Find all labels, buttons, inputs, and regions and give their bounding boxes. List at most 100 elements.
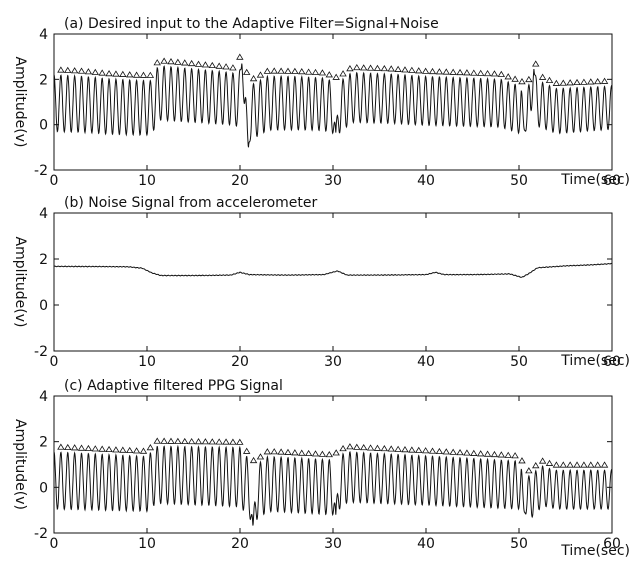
peak-marker xyxy=(373,444,382,451)
peak-marker xyxy=(70,67,79,74)
y-tick-label: -2 xyxy=(34,526,48,542)
peak-marker xyxy=(415,446,423,453)
peak-marker xyxy=(511,75,519,82)
peak-marker xyxy=(325,450,333,458)
x-tick-label: 20 xyxy=(231,173,249,189)
peak-marker xyxy=(98,69,106,76)
y-tick-label: 0 xyxy=(39,480,48,496)
peak-marker xyxy=(57,66,65,73)
peak-marker xyxy=(380,64,389,72)
peak-marker xyxy=(587,461,595,468)
peak-marker xyxy=(504,73,512,80)
peak-marker xyxy=(518,78,526,85)
peak-marker xyxy=(428,447,437,454)
peak-marker xyxy=(593,461,602,468)
peak-marker xyxy=(160,437,168,444)
peak-marker xyxy=(181,437,189,445)
peak-marker xyxy=(256,453,265,460)
peak-marker xyxy=(387,65,395,72)
peak-marker xyxy=(201,438,210,445)
x-tick-label: 60 xyxy=(603,173,621,189)
peak-marker xyxy=(291,67,299,74)
peak-marker xyxy=(146,71,155,78)
peak-marker xyxy=(263,448,272,455)
peak-marker xyxy=(456,449,464,456)
peak-marker xyxy=(187,437,196,445)
peak-marker xyxy=(236,438,244,445)
peak-marker xyxy=(490,450,499,458)
peak-marker xyxy=(284,67,292,74)
peak-marker xyxy=(236,53,244,60)
peak-marker xyxy=(525,75,533,83)
peak-marker xyxy=(359,64,368,71)
series-line xyxy=(53,63,613,148)
peak-marker xyxy=(566,79,574,86)
series-line xyxy=(53,444,613,526)
peak-marker xyxy=(242,447,251,454)
peak-marker xyxy=(222,63,230,70)
peak-marker xyxy=(600,77,609,84)
peak-marker xyxy=(119,446,127,453)
peak-marker xyxy=(538,457,547,464)
peak-marker xyxy=(125,71,134,78)
peak-marker xyxy=(408,66,416,73)
peak-marker xyxy=(339,70,347,77)
peak-marker xyxy=(545,76,554,83)
peak-marker xyxy=(311,68,320,76)
peak-marker xyxy=(525,467,533,474)
peak-marker xyxy=(346,443,354,450)
peak-marker xyxy=(353,63,361,71)
peak-marker xyxy=(187,59,196,67)
x-tick-label: 10 xyxy=(138,173,156,189)
peak-marker xyxy=(593,77,602,85)
peak-marker xyxy=(77,67,86,74)
peak-marker xyxy=(167,437,175,444)
y-tick-label: 0 xyxy=(39,298,48,314)
peak-marker xyxy=(242,68,251,75)
x-tick-label: 50 xyxy=(510,354,528,370)
x-tick-label: 20 xyxy=(231,354,249,370)
peak-marker xyxy=(84,68,93,75)
peak-marker xyxy=(270,67,278,74)
peak-marker xyxy=(470,69,478,76)
peak-marker xyxy=(442,448,450,455)
peak-marker xyxy=(580,461,588,468)
peak-marker xyxy=(559,79,567,86)
peak-marker xyxy=(428,67,437,75)
peak-marker xyxy=(580,78,588,85)
y-tick-label: -2 xyxy=(34,344,48,360)
peak-marker xyxy=(552,79,561,86)
x-tick-label: 50 xyxy=(510,173,528,189)
peak-marker xyxy=(298,68,306,75)
peak-marker xyxy=(421,447,430,454)
peak-marker xyxy=(311,450,320,457)
x-tick-label: 10 xyxy=(138,354,156,370)
peak-marker xyxy=(401,66,409,73)
peak-marker xyxy=(160,57,168,64)
x-tick-label: 50 xyxy=(510,536,528,552)
panel-title: (c) Adaptive filtered PPG Signal xyxy=(64,378,283,394)
peak-marker xyxy=(552,461,561,468)
plot-frame xyxy=(53,212,613,352)
x-axis-label: Time(sec) xyxy=(560,353,630,369)
peak-marker xyxy=(112,70,120,77)
peak-marker xyxy=(408,446,416,453)
peak-marker xyxy=(318,69,327,76)
series-line xyxy=(53,262,613,278)
peak-marker xyxy=(435,68,444,75)
peak-marker xyxy=(600,461,609,468)
y-tick-label: 2 xyxy=(39,435,48,451)
peak-marker xyxy=(208,438,216,445)
peak-marker xyxy=(284,448,292,455)
peak-marker xyxy=(256,71,265,78)
x-tick-label: 40 xyxy=(417,173,435,189)
peak-marker xyxy=(174,58,182,65)
x-tick-label: 10 xyxy=(138,536,156,552)
peak-marker xyxy=(504,451,512,458)
panel-c: (c) Adaptive filtered PPG Signal Amplitud… xyxy=(12,378,630,559)
peak-marker xyxy=(566,461,574,468)
peak-marker xyxy=(470,449,478,456)
peak-marker xyxy=(587,78,595,85)
x-tick-label: 30 xyxy=(324,354,342,370)
peak-marker xyxy=(215,438,223,445)
